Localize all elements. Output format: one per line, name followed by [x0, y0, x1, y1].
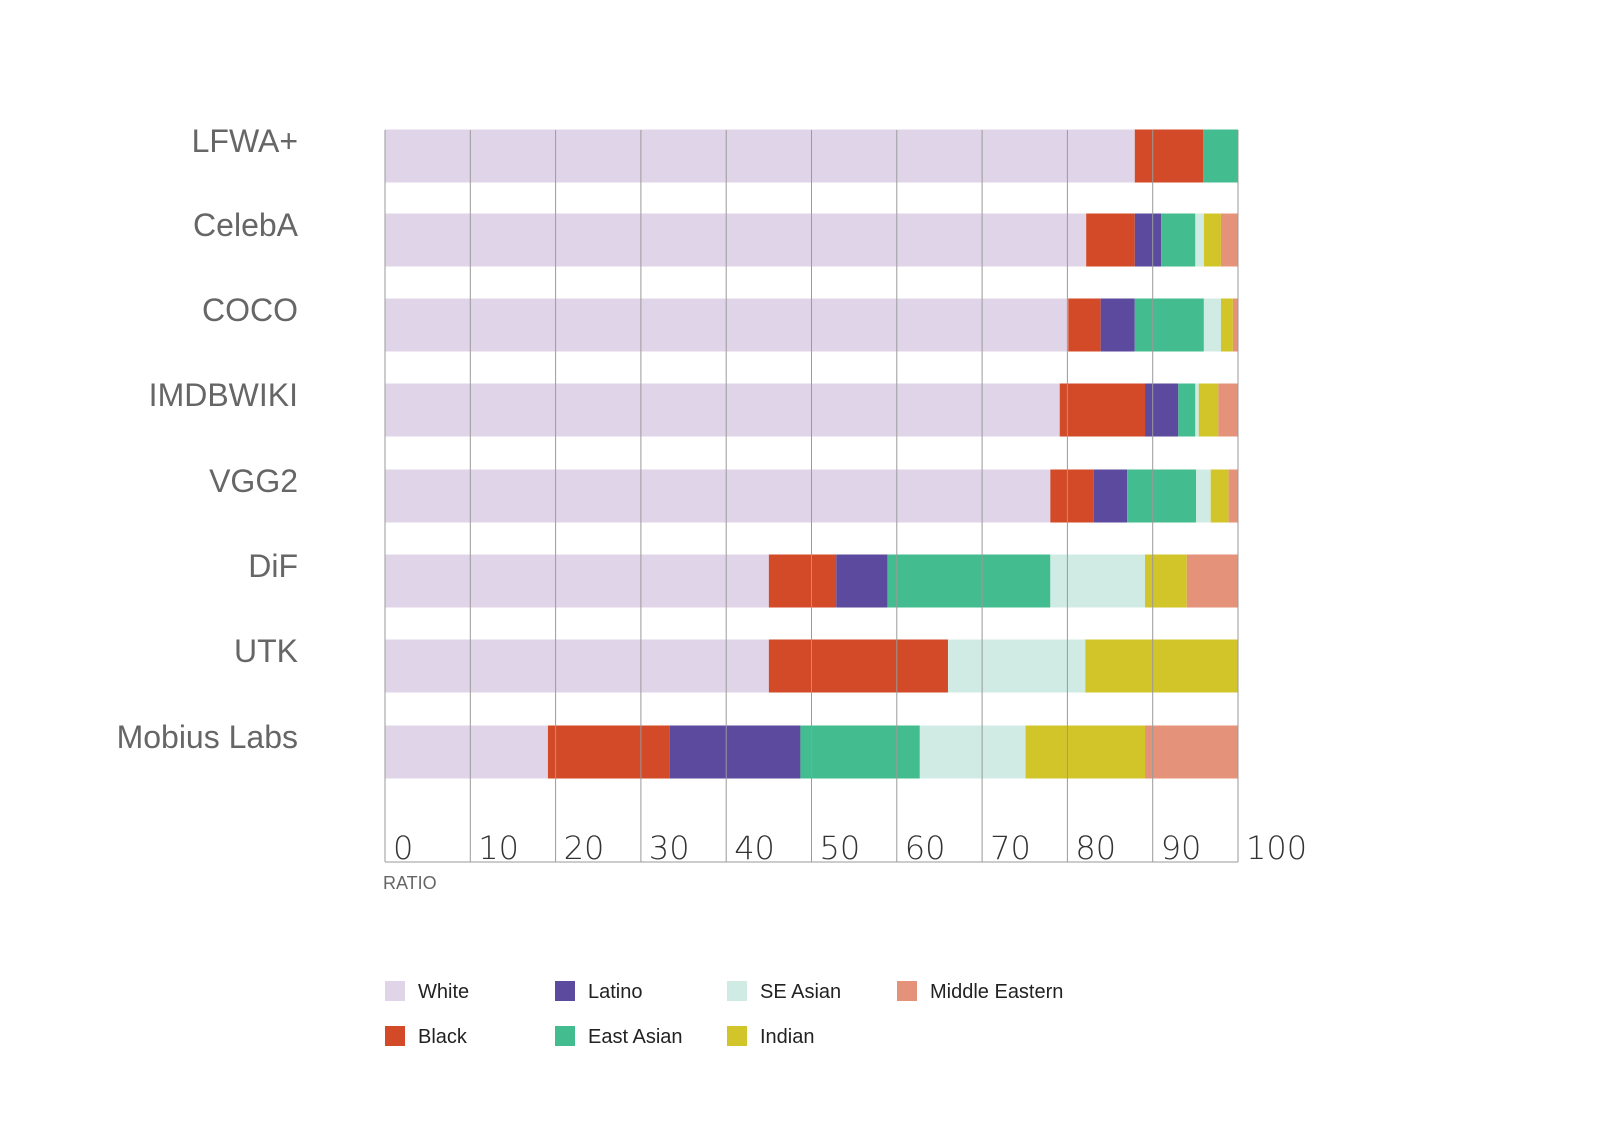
bar-segment-east-asian	[1127, 469, 1197, 523]
bar-segment-east-asian	[1203, 129, 1238, 183]
bar-segment-east-asian	[1134, 298, 1204, 352]
x-tick-label: 60	[905, 829, 946, 867]
legend-swatch	[385, 1026, 405, 1046]
bar-segment-latino	[1100, 298, 1135, 352]
bar-segment-white	[385, 469, 1051, 523]
legend-swatch	[555, 981, 575, 1001]
legend-item-se-asian: SE Asian	[727, 981, 841, 1003]
category-label: COCO	[202, 292, 298, 328]
bar-segment-middle-eastern	[1228, 469, 1238, 523]
bar-segment-black	[547, 725, 670, 779]
legend-swatch	[727, 1026, 747, 1046]
bar-segment-east-asian	[887, 554, 1051, 608]
legend-swatch	[555, 1026, 575, 1046]
bar-segment-middle-eastern	[1220, 213, 1238, 267]
legend-label: White	[418, 981, 469, 1003]
legend-swatch	[385, 981, 405, 1001]
x-tick-label: 80	[1075, 829, 1116, 867]
bar-segment-middle-eastern	[1218, 383, 1238, 437]
bars-layer	[385, 129, 1238, 779]
legend-item-east-asian: East Asian	[555, 1026, 683, 1048]
x-tick-label: 90	[1161, 829, 1202, 867]
legend-label: Black	[418, 1026, 468, 1048]
x-tick-label: 0	[393, 829, 413, 867]
legend-swatch	[727, 981, 747, 1001]
bar-segment-latino	[836, 554, 888, 608]
x-tick-labels: 0 10 20 30 40 50 60 70 80 90 100	[393, 829, 1307, 867]
bar-segment-black	[1068, 298, 1101, 352]
grid-layer	[384, 130, 1239, 863]
bar-segment-middle-eastern	[1186, 554, 1238, 608]
bar-segment-white	[385, 554, 769, 608]
x-tick-label: 70	[990, 829, 1031, 867]
bar-segment-indian	[1203, 213, 1221, 267]
bar-segment-latino	[1134, 213, 1162, 267]
legend-label: Latino	[588, 981, 643, 1003]
x-axis-label: RATIO	[383, 873, 437, 893]
bar-segment-indian	[1085, 639, 1238, 693]
bar-segment-indian	[1220, 298, 1233, 352]
bar-segment-se-asian	[919, 725, 1026, 779]
category-label: CelebA	[193, 207, 299, 243]
x-tick-label: 20	[564, 829, 605, 867]
bar-segment-black	[1134, 129, 1204, 183]
legend-label: Middle Eastern	[930, 981, 1063, 1003]
bar-segment-white	[385, 383, 1060, 437]
x-tick-label: 10	[478, 829, 519, 867]
legend-item-black: Black	[385, 1026, 468, 1048]
category-label: Mobius Labs	[117, 719, 298, 755]
bar-segment-black	[1050, 469, 1094, 523]
category-label: VGG2	[209, 463, 298, 499]
legend-label: East Asian	[588, 1026, 683, 1048]
bar-segment-indian	[1145, 554, 1187, 608]
bar-segment-indian	[1025, 725, 1146, 779]
legend-label: SE Asian	[760, 981, 841, 1003]
category-label: LFWA+	[192, 123, 298, 159]
legend-label: Indian	[760, 1026, 815, 1048]
x-tick-label: 30	[649, 829, 690, 867]
bar-segment-latino	[669, 725, 801, 779]
x-tick-label: 50	[820, 829, 861, 867]
bar-segment-black	[1059, 383, 1146, 437]
bar-segment-white	[385, 213, 1087, 267]
bar-segment-east-asian	[1161, 213, 1196, 267]
legend-item-latino: Latino	[555, 981, 643, 1003]
bar-segment-indian	[1210, 469, 1229, 523]
bar-segment-latino	[1093, 469, 1128, 523]
x-tick-label: 40	[734, 829, 775, 867]
bar-segment-se-asian	[947, 639, 1086, 693]
legend-item-indian: Indian	[727, 1026, 815, 1048]
category-label: DiF	[248, 548, 298, 584]
legend-swatch	[897, 981, 917, 1001]
bar-segment-se-asian	[1203, 298, 1221, 352]
category-label: UTK	[234, 633, 298, 669]
bar-segment-black	[1086, 213, 1135, 267]
bar-segment-white	[385, 725, 548, 779]
bar-segment-white	[385, 639, 769, 693]
bar-segment-white	[385, 129, 1135, 183]
bar-segment-se-asian	[1050, 554, 1146, 608]
bar-segment-east-asian	[800, 725, 920, 779]
legend-item-white: White	[385, 981, 469, 1003]
bar-segment-indian	[1198, 383, 1219, 437]
bar-segment-black	[768, 554, 837, 608]
bar-segment-se-asian	[1196, 469, 1211, 523]
category-label: IMDBWIKI	[149, 377, 298, 413]
bar-segment-se-asian	[1195, 213, 1204, 267]
legend-item-middle-eastern: Middle Eastern	[897, 981, 1063, 1003]
bar-segment-middle-eastern	[1145, 725, 1238, 779]
category-labels: LFWA+ CelebA COCO IMDBWIKI VGG2 DiF UTK Mobius …	[117, 123, 299, 755]
x-tick-label: 100	[1246, 829, 1307, 867]
bar-segment-black	[768, 639, 948, 693]
bar-segment-middle-eastern	[1232, 298, 1238, 352]
bar-segment-latino	[1145, 383, 1179, 437]
legend: White Black Latino East Asian SE Asian Indian…	[385, 981, 1063, 1048]
bar-segment-east-asian	[1178, 383, 1196, 437]
bar-segment-se-asian	[1195, 383, 1199, 437]
